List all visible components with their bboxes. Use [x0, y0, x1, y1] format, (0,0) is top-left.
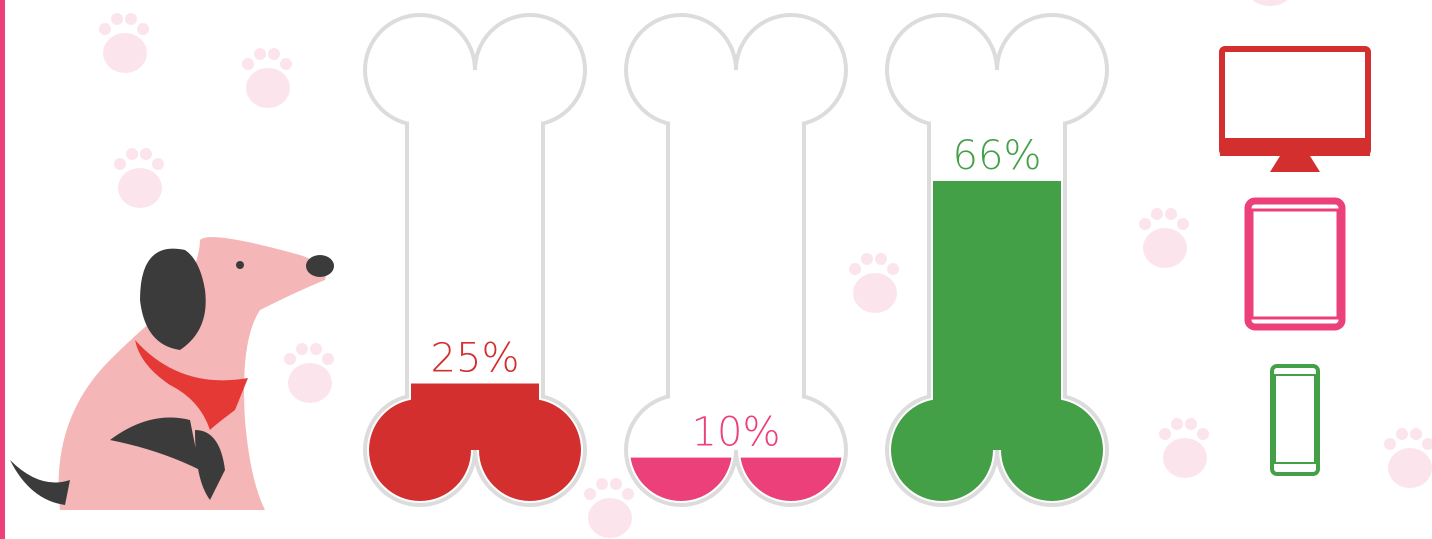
dog-illustration [10, 237, 334, 510]
value-label: 66% [953, 133, 1042, 179]
gauges: 25% 10% 66% [363, 13, 1109, 507]
value-label: 25% [431, 336, 520, 382]
paw-prints [99, 0, 1432, 538]
gauge-fill [630, 457, 842, 501]
device-icons [1219, 46, 1371, 476]
left-border [0, 0, 5, 539]
value-label: 10% [692, 410, 781, 456]
bone-outline [624, 13, 848, 507]
